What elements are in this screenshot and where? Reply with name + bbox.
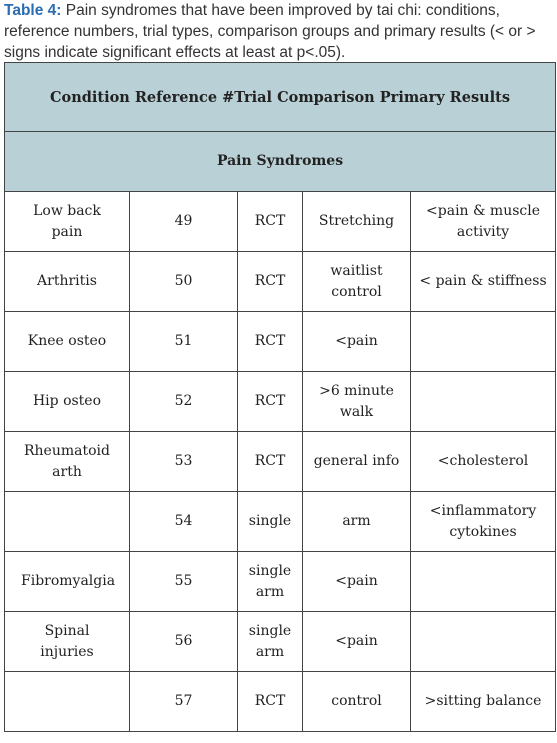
table-cell: Rheumatoid arth [4, 431, 130, 492]
table-cell: single arm [237, 551, 303, 612]
table-cell [409, 371, 557, 432]
table: Condition Reference #Trial Comparison Pr… [3, 62, 557, 732]
table-cell: general info [302, 431, 411, 492]
table-row: Arthritis 50 RCT waitlist control < pain & s… [4, 251, 557, 312]
table-cell: Low back pain [4, 191, 130, 252]
table-cell [409, 611, 557, 672]
table-cell: 52 [129, 371, 238, 432]
table-cell [4, 491, 130, 552]
table-row: Low back pain 49 RCT Stretching <pain & musc… [4, 191, 557, 252]
table-row: Hip osteo 52 RCT >6 minute walk [4, 371, 557, 432]
section-cell: Pain Syndromes [3, 131, 557, 192]
table-cell [4, 671, 130, 732]
table-cell: 54 [129, 491, 238, 552]
table-row: 54 single arm <inflammatory cytokines [4, 491, 557, 552]
table-cell: single arm [237, 611, 303, 672]
table-cell: waitlist control [302, 251, 411, 312]
table-cell: Fibromyalgia [4, 551, 130, 612]
caption-label: Table 4: [4, 2, 62, 19]
table-cell: 57 [129, 671, 238, 732]
table-cell: single [237, 491, 303, 552]
table-cell: Arthritis [4, 251, 130, 312]
table-cell: arm [302, 491, 411, 552]
table-cell: 50 [129, 251, 238, 312]
table-row: 57 RCT control >sitting balance [4, 671, 557, 732]
table-cell: RCT [237, 431, 303, 492]
table-cell: Knee osteo [4, 311, 130, 372]
table-cell: <inflammatory cytokines [409, 491, 557, 552]
table-cell: <pain [302, 551, 411, 612]
table-cell: >6 minute walk [302, 371, 411, 432]
table-cell: <pain [302, 611, 411, 672]
table-cell: RCT [237, 191, 303, 252]
table-cell [409, 551, 557, 612]
caption-text: Pain syndromes that have been improved b… [4, 2, 536, 61]
table-cell: Spinal injuries [4, 611, 130, 672]
table-cell: RCT [237, 671, 303, 732]
table-row: Fibromyalgia 55 single arm <pain [4, 551, 557, 612]
table-cell: 56 [129, 611, 238, 672]
table-cell: 49 [129, 191, 238, 252]
table-cell: 55 [129, 551, 238, 612]
table-cell [409, 311, 557, 372]
table-cell: RCT [237, 371, 303, 432]
header-cell: Condition Reference #Trial Comparison Pr… [3, 62, 557, 132]
table-cell: Hip osteo [4, 371, 130, 432]
table-cell: <pain [302, 311, 411, 372]
table-cell: Stretching [302, 191, 411, 252]
table-cell: RCT [237, 251, 303, 312]
table-cell: control [302, 671, 411, 732]
table-cell: 51 [129, 311, 238, 372]
table-cell: >sitting balance [409, 671, 557, 732]
table-row: Knee osteo 51 RCT <pain [4, 311, 557, 372]
table-row: Spinal injuries 56 single arm <pain [4, 611, 557, 672]
table-cell: <pain & muscle activity [409, 191, 557, 252]
table-cell: < pain & stiffness [409, 251, 557, 312]
header-row: Condition Reference #Trial Comparison Pr… [3, 62, 557, 132]
table-cell: 53 [129, 431, 238, 492]
caption: Table 4: Pain syndromes that have been i… [4, 0, 556, 63]
table-cell: <cholesterol [409, 431, 557, 492]
section-row: Pain Syndromes [3, 131, 557, 192]
table-row: Rheumatoid arth 53 RCT general info <cholest… [4, 431, 557, 492]
table-cell: RCT [237, 311, 303, 372]
